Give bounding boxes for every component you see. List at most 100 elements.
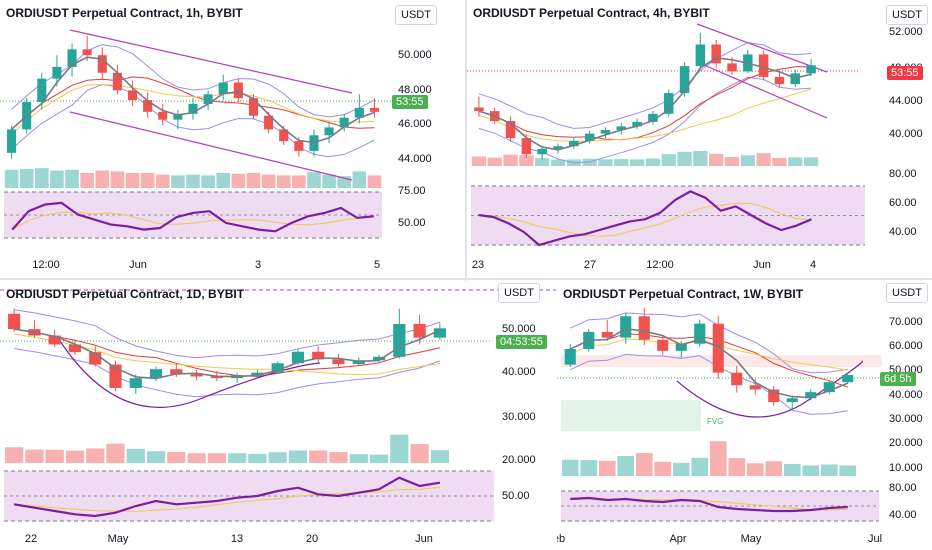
candle-body [173, 113, 183, 120]
rsi-ma-line [478, 202, 812, 237]
candle-body [805, 392, 817, 399]
y-tick: 50.000 [398, 49, 432, 61]
volume-bar [228, 453, 247, 463]
candle-body [694, 323, 706, 344]
candle-body [248, 98, 259, 116]
slow-ma-line [11, 83, 375, 135]
volume-bar [140, 172, 155, 188]
volume-bar [187, 453, 206, 463]
candle-body [758, 54, 769, 77]
candle-body [537, 148, 547, 155]
unit-button[interactable]: USDT [395, 5, 437, 25]
candle-body [188, 104, 198, 114]
ema-line [478, 66, 812, 141]
price-label: 53:55 [392, 95, 428, 109]
volume-bar [788, 157, 803, 166]
rsi-tick: 80.00 [889, 168, 917, 180]
volume-bar [487, 157, 502, 166]
volume-bar [268, 452, 287, 463]
upper-band-line [478, 42, 812, 129]
candle-body [369, 107, 379, 112]
volume-bar [5, 447, 24, 463]
candle-body [433, 328, 446, 338]
candle-body [413, 324, 426, 338]
chart-panel-1w[interactable]: ORDIUSDT Perpetual Contract, 1W, BYBIT U… [557, 281, 932, 550]
candle-body [251, 372, 264, 376]
candle-body [210, 376, 223, 379]
y-tick: 60.000 [889, 340, 923, 352]
candle-body [842, 375, 854, 383]
candle-body [648, 113, 658, 122]
volume-bar [580, 460, 598, 476]
volume-bar [709, 153, 724, 166]
x-tick: 13 [230, 533, 244, 545]
chart-title: ORDIUSDT Perpetual Contract, 4h, BYBIT [473, 6, 710, 20]
candle-body [8, 313, 21, 330]
rsi-ma-line [11, 211, 374, 231]
volume-bar [86, 448, 105, 463]
candle-body [632, 121, 642, 127]
chart-title: ORDIUSDT Perpetual Contract, 1h, BYBIT [6, 6, 243, 20]
candle-body [48, 335, 61, 345]
chart-panel-1d[interactable]: ORDIUSDT Perpetual Contract, 1D, BYBIT U… [0, 281, 556, 550]
y-tick: 52.000 [889, 26, 923, 38]
candle-body [521, 138, 532, 155]
candle-body [731, 372, 743, 386]
moving-average-line [478, 57, 812, 151]
volume-bar [614, 159, 629, 166]
candle-body [786, 398, 798, 403]
volume-bar [728, 458, 746, 476]
volume-bar [337, 176, 352, 188]
candle-body [68, 344, 82, 353]
candle-body [233, 82, 243, 99]
unit-button[interactable]: USDT [886, 5, 928, 25]
volume-bar [307, 172, 321, 188]
candle-body [711, 44, 721, 64]
candle-body [774, 76, 785, 85]
x-tick: 27 [583, 259, 597, 271]
x-tick: 12:00 [32, 259, 60, 271]
volume-bar [617, 455, 635, 476]
panel-divider-vertical [465, 0, 467, 550]
unit-button[interactable]: USDT [498, 283, 540, 303]
volume-bar [322, 174, 336, 188]
volume-bar [349, 454, 368, 463]
volume-bar [248, 453, 267, 463]
volume-bar [155, 174, 170, 188]
volume-bar [80, 172, 94, 188]
volume-bar [820, 464, 838, 476]
y-tick: 48.000 [398, 84, 432, 96]
x-tick: May [740, 533, 762, 545]
volume-bar [34, 168, 49, 188]
chart-panel-4h[interactable]: ORDIUSDT Perpetual Contract, 4h, BYBIT U… [467, 0, 932, 277]
volume-bar [519, 155, 534, 166]
volume-bar [635, 453, 653, 476]
candle-body [312, 351, 325, 360]
candle-body [749, 385, 761, 390]
chart-panel-1h[interactable]: ORDIUSDT Perpetual Contract, 1h, BYBIT U… [0, 0, 463, 277]
volume-bar [276, 175, 291, 188]
moving-average-line [11, 56, 375, 144]
candle-body [584, 133, 595, 141]
volume-bar [410, 444, 429, 463]
candle-body [823, 382, 835, 393]
unit-button[interactable]: USDT [886, 283, 928, 303]
volume-bar [4, 169, 19, 188]
rsi-tick: 40.00 [889, 226, 917, 238]
slow-ma-line [478, 88, 812, 143]
volume-bar [231, 173, 246, 188]
lower-band-line [14, 348, 441, 398]
y-tick: 70.000 [889, 316, 923, 328]
volume-bar [503, 154, 518, 166]
candle-body [294, 141, 304, 151]
y-tick: 46.000 [398, 118, 432, 130]
volume-bar [352, 171, 367, 188]
volume-bar [207, 453, 226, 463]
price-label: 53:55 [887, 66, 923, 80]
candle-body [203, 94, 213, 105]
volume-bar [246, 172, 261, 188]
chart-svg-4h [467, 23, 865, 247]
candle-body [695, 44, 706, 67]
y-tick: 44.000 [889, 95, 923, 107]
volume-bar [367, 175, 382, 188]
